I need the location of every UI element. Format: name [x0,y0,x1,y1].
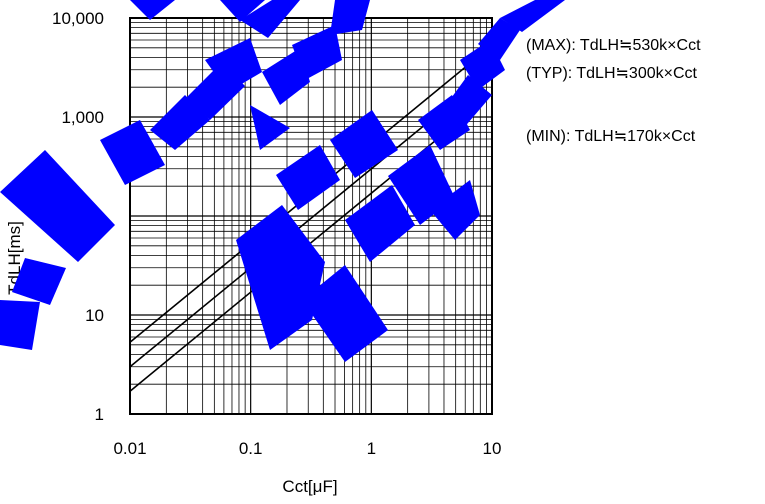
annotation-min: (MIN): TdLH≒170k×Cct [526,128,696,145]
x-tick-label: 0.1 [239,439,263,458]
series-line-min [129,93,493,392]
y-tick-label: 10 [85,306,104,325]
annotation-max: (MAX): TdLH≒530k×Cct [526,37,701,54]
x-axis-title: Cct[μF] [282,477,337,496]
x-tick-label: 10 [483,439,502,458]
x-tick-label: 1 [367,439,376,458]
y-tick-label: 10,000 [52,9,104,28]
annotation-typ: (TYP): TdLH≒300k×Cct [526,65,698,82]
plot-frame [129,17,493,415]
y-tick-label: 1 [95,405,104,424]
x-tick-labels: 0.01 0.1 1 10 [113,439,501,458]
watermark [0,0,565,362]
y-tick-label: 1,000 [61,108,104,127]
x-tick-label: 0.01 [113,439,146,458]
